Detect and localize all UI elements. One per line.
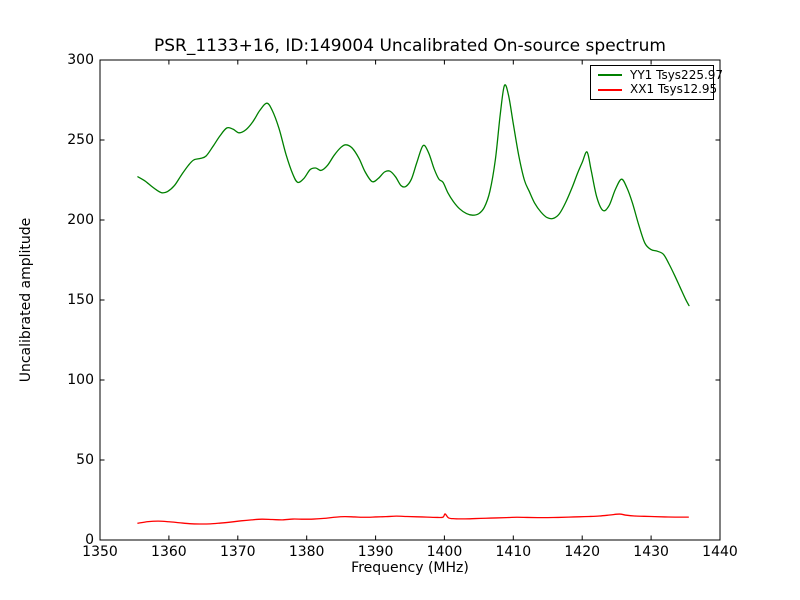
y-tick-label-100: 100 xyxy=(67,372,94,388)
y-tick-label-150: 150 xyxy=(67,292,94,308)
series-line-xx1 xyxy=(137,513,689,525)
x-tick-label-1370: 1370 xyxy=(219,544,256,560)
x-tick-label-1410: 1410 xyxy=(495,544,532,560)
legend-line-swatch-yy1 xyxy=(598,74,622,77)
chart-title: PSR_1133+16, ID:149004 Uncalibrated On-s… xyxy=(154,36,666,56)
x-tick-label-1440: 1440 xyxy=(702,544,738,560)
legend-entry: XX1 Tsys12.95 xyxy=(598,83,717,96)
axes-frame xyxy=(99,59,721,541)
y-tick-label-250: 250 xyxy=(67,132,94,148)
x-tick-label-1420: 1420 xyxy=(564,544,601,560)
x-axis-label: Frequency (MHz) xyxy=(351,560,469,576)
y-tick-label-300: 300 xyxy=(67,52,94,68)
x-tick-label-1350: 1350 xyxy=(82,544,118,560)
legend-entry: YY1 Tsys225.97 xyxy=(598,68,723,82)
y-tick-label-0: 0 xyxy=(85,532,94,548)
legend-entry-label: XX1 Tsys12.95 xyxy=(630,82,718,97)
series-line-yy1 xyxy=(137,84,690,307)
legend-entry-label: YY1 Tsys225.97 xyxy=(630,67,724,82)
x-tick-label-1380: 1380 xyxy=(288,544,325,560)
y-tick-label-50: 50 xyxy=(76,452,94,468)
legend-line-swatch-xx1 xyxy=(598,88,622,91)
x-tick-label-1400: 1400 xyxy=(426,544,463,560)
x-tick-label-1390: 1390 xyxy=(357,544,394,560)
y-tick-label-200: 200 xyxy=(67,212,94,228)
axis-tick-marks xyxy=(99,59,721,541)
x-tick-label-1430: 1430 xyxy=(633,544,669,560)
legend: YY1 Tsys225.97 XX1 Tsys12.95 xyxy=(590,65,723,100)
x-tick-label-1360: 1360 xyxy=(151,544,187,560)
